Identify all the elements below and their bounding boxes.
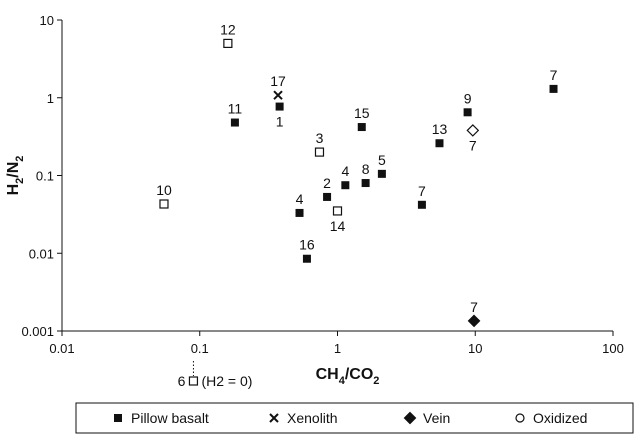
y-axis-title-part: H [5, 184, 22, 196]
x-tick-label: 1 [334, 341, 341, 356]
legend-label: Vein [423, 410, 450, 426]
y-axis-title-part: 2 [14, 156, 26, 162]
point-label: 13 [432, 121, 448, 137]
y-tick-label: 10 [40, 13, 54, 28]
point-label: 12 [220, 21, 236, 37]
point-marker [275, 102, 284, 111]
point-marker [466, 124, 480, 137]
point-marker [357, 123, 366, 132]
x-tick-label: 0.01 [49, 341, 74, 356]
legend: Pillow basalt Xenolith Vein Oxidized [75, 402, 634, 434]
x-tick-label: 10 [468, 341, 482, 356]
point-label: 7 [470, 299, 478, 315]
off-scale-marker [188, 376, 199, 386]
point-marker [295, 208, 304, 217]
point-label: 14 [330, 218, 346, 234]
point-marker [273, 90, 283, 100]
x-tick-label: 0.1 [191, 341, 209, 356]
legend-box [75, 402, 634, 434]
point-marker [332, 206, 343, 216]
x-axis-title-part: /CO [345, 366, 373, 383]
point-marker [159, 199, 169, 209]
legend-label: Xenolith [287, 410, 338, 426]
x-axis-title-part: 4 [339, 375, 346, 387]
point-label: 10 [156, 182, 172, 198]
point-marker [435, 139, 444, 148]
y-tick-label: 1 [47, 91, 54, 106]
point-label: 4 [296, 191, 304, 207]
point-marker [341, 181, 350, 190]
y-axis-title-part: /N [5, 162, 22, 178]
y-tick-label: 0.001 [21, 324, 54, 339]
point-label: 9 [464, 90, 472, 106]
point-marker [549, 84, 558, 93]
point-marker [302, 254, 311, 263]
point-label: 16 [299, 237, 315, 253]
point-marker [230, 118, 239, 127]
legend-label: Pillow basalt [131, 410, 209, 426]
x-axis-title-part: CH [316, 366, 339, 383]
point-marker [417, 200, 426, 209]
legend-label: Oxidized [533, 410, 587, 426]
x-axis-title: CH4/CO2 [316, 366, 380, 387]
y-axis-title: H2/N2 [5, 156, 26, 196]
point-label: 1 [276, 114, 284, 130]
point-marker [223, 38, 233, 49]
point-label: 5 [378, 152, 386, 168]
point-label: 15 [354, 105, 370, 121]
x-axis-title-part: 2 [373, 375, 379, 387]
point-marker [463, 108, 472, 117]
y-axis-title-part: 2 [14, 178, 26, 184]
x-tick-label: 100 [602, 341, 624, 356]
point-label: 7 [550, 67, 558, 83]
legend-marker [114, 414, 122, 422]
off-scale-label: 6 [178, 373, 186, 389]
off-scale-note: (H2 = 0) [201, 373, 252, 389]
point-marker [314, 147, 325, 157]
y-tick-label: 0.01 [29, 246, 54, 261]
legend-marker [515, 413, 525, 423]
legend-marker [269, 413, 279, 423]
point-label: 7 [418, 183, 426, 199]
point-marker [377, 169, 386, 178]
point-label: 4 [341, 163, 349, 179]
point-marker [323, 192, 332, 201]
legend-marker [403, 411, 417, 425]
point-label: 8 [362, 161, 370, 177]
y-tick-label: 0.1 [36, 169, 54, 184]
point-label: 7 [469, 137, 477, 153]
point-label: 11 [228, 101, 243, 117]
point-label: 17 [270, 73, 286, 89]
point-label: 3 [316, 130, 324, 146]
point-marker [467, 314, 481, 328]
point-marker [361, 179, 370, 188]
point-label: 2 [323, 175, 331, 191]
